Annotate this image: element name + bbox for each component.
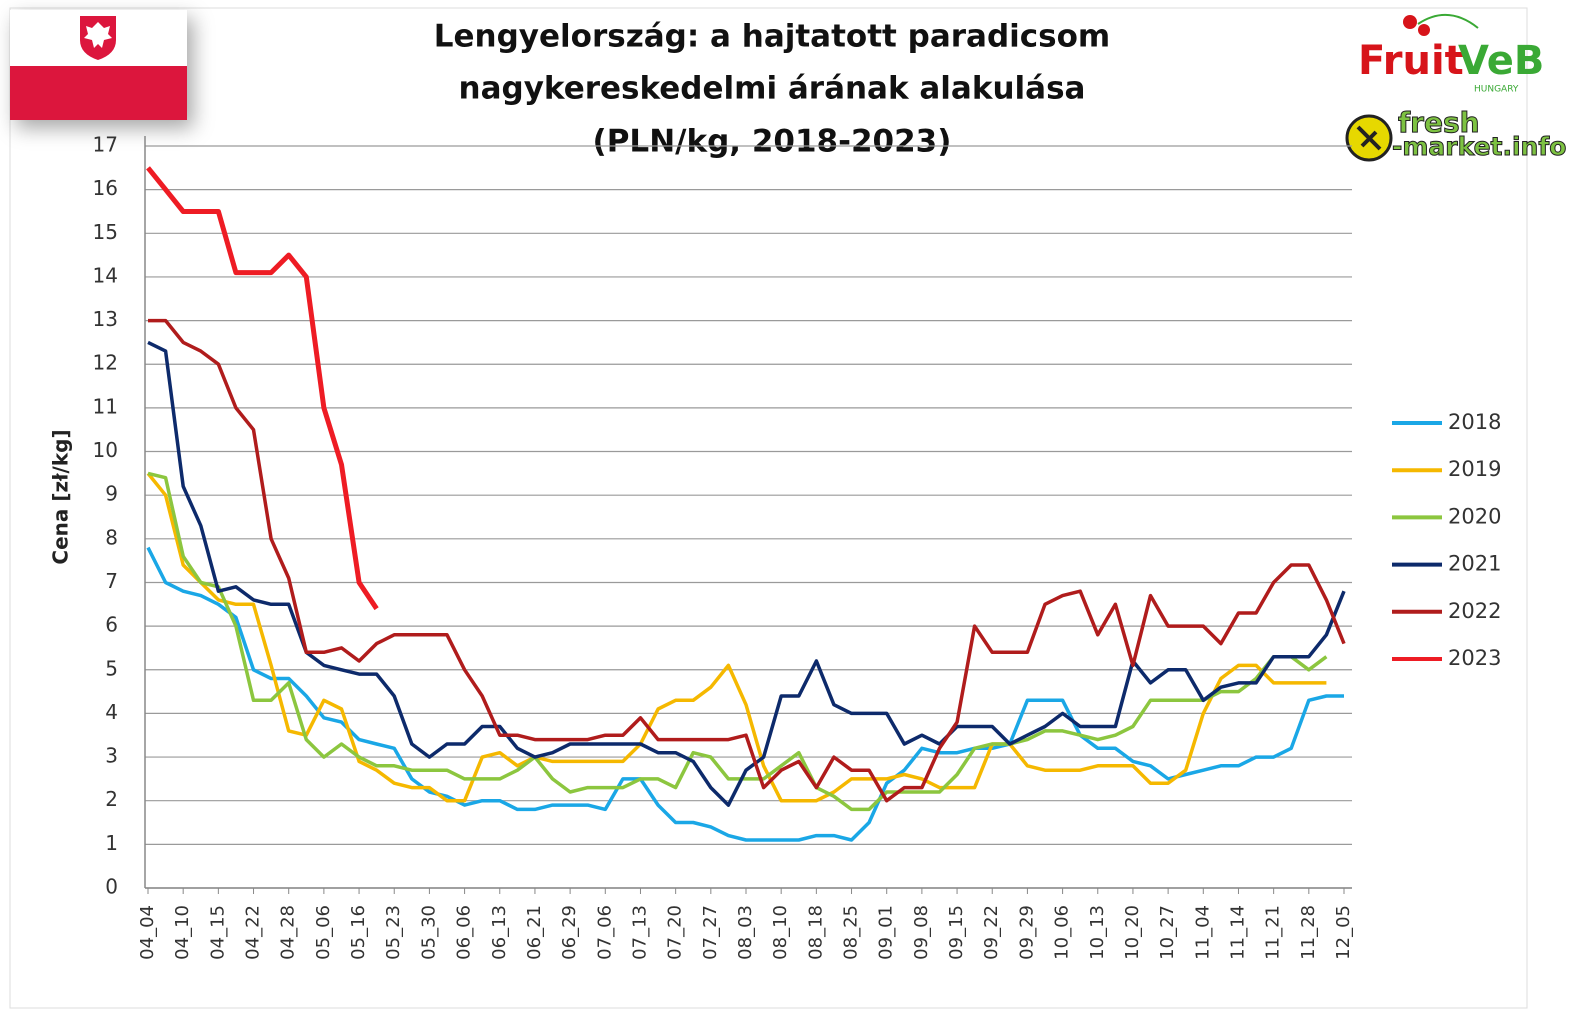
x-tick-label: 10_13: [1087, 905, 1108, 960]
x-tick-label: 09_22: [981, 905, 1002, 960]
x-tick-label: 09_15: [946, 905, 967, 960]
x-tick-label: 05_30: [418, 905, 439, 960]
y-tick-label: 14: [93, 263, 118, 287]
x-tick-label: 08_10: [770, 905, 791, 960]
y-tick-label: 12: [93, 351, 118, 375]
x-tick-label: 05_16: [348, 905, 369, 960]
series-line: [147, 340, 1346, 807]
series-line: [146, 546, 1344, 842]
series-line: [146, 472, 1327, 803]
x-tick-label: 04_04: [137, 905, 158, 960]
y-tick-label: 5: [105, 656, 118, 680]
x-tick-label: 06_29: [559, 905, 580, 960]
x-tick-label: 04_22: [243, 905, 264, 960]
chart-title: nagykereskedelmi árának alakulása: [459, 71, 1086, 107]
legend-label: 2023: [1448, 646, 1501, 670]
x-tick-label: 06_21: [524, 905, 545, 960]
y-tick-label: 11: [93, 394, 118, 418]
series-line: [147, 471, 1328, 812]
chart-title: (PLN/kg, 2018-2023): [593, 124, 952, 160]
y-tick-label: 16: [93, 176, 118, 200]
series-line: [146, 166, 379, 611]
y-tick-label: 1: [105, 831, 118, 855]
x-tick-label: 04_28: [278, 905, 299, 960]
y-tick-label: 15: [93, 220, 118, 244]
chart-title: Lengyelország: a hajtatott paradicsom: [434, 19, 1110, 55]
x-tick-label: 12_05: [1333, 905, 1354, 960]
logo-text: VeB: [1458, 38, 1544, 84]
legend-label: 2018: [1448, 410, 1501, 434]
y-tick-label: 3: [105, 744, 118, 768]
x-tick-label: 07_20: [665, 905, 686, 960]
x-tick-label: 10_06: [1052, 905, 1073, 960]
y-tick-label: 8: [105, 525, 118, 549]
frame: [9, 7, 1528, 1009]
x-tick-label: 04_15: [207, 905, 228, 960]
legend-label: 2020: [1448, 504, 1501, 528]
series-line: [148, 318, 1346, 803]
x-tick-label: 05_23: [383, 905, 404, 960]
legend-label: 2022: [1448, 599, 1501, 623]
logo-text: Fruit: [1358, 38, 1464, 84]
y-axis-label: Cena [zł/kg]: [49, 429, 73, 564]
y-tick-label: 6: [105, 613, 118, 637]
y-tick-label: 13: [93, 307, 118, 331]
x-tick-label: 08_03: [735, 905, 756, 960]
x-tick-label: 06_13: [489, 905, 510, 960]
fruitveb-logo: Fruit VeB HUNGARY: [1358, 13, 1544, 95]
legend-label: 2021: [1448, 552, 1501, 576]
logo-text: HUNGARY: [1474, 85, 1519, 95]
x-tick-label: 04_10: [172, 905, 193, 960]
x-tick-label: 09_01: [876, 905, 897, 960]
x-tick-label: 07_06: [594, 905, 615, 960]
legend-label: 2019: [1448, 457, 1501, 481]
x-tick-label: 10_27: [1157, 905, 1178, 960]
x-tick-label: 06_06: [454, 905, 475, 960]
y-tick-label: 17: [93, 133, 118, 157]
x-tick-label: 11_21: [1263, 905, 1284, 960]
y-tick-label: 7: [105, 569, 118, 593]
x-tick-label: 08_18: [805, 905, 826, 960]
logo-text: fresh: [1398, 106, 1480, 139]
x-tick-label: 10_20: [1122, 905, 1143, 960]
x-tick-label: 11_28: [1298, 905, 1319, 960]
x-tick-label: 11_04: [1192, 905, 1213, 960]
x-tick-label: 07_13: [629, 905, 650, 960]
y-tick-label: 0: [105, 875, 118, 899]
x-tick-label: 09_08: [911, 905, 932, 960]
logo-text: -market.info: [1392, 132, 1566, 161]
freshmarket-logo: fresh -market.info: [1345, 106, 1567, 162]
y-tick-label: 10: [93, 438, 118, 462]
x-tick-label: 05_06: [313, 905, 334, 960]
x-tick-label: 07_27: [700, 905, 721, 960]
y-tick-label: 2: [105, 787, 118, 811]
x-tick-label: 09_29: [1016, 905, 1037, 960]
x-tick-label: 08_25: [841, 905, 862, 960]
y-tick-label: 9: [105, 482, 118, 506]
flag: [10, 10, 187, 120]
x-tick-label: 11_14: [1227, 905, 1248, 960]
y-tick-label: 4: [105, 700, 118, 724]
